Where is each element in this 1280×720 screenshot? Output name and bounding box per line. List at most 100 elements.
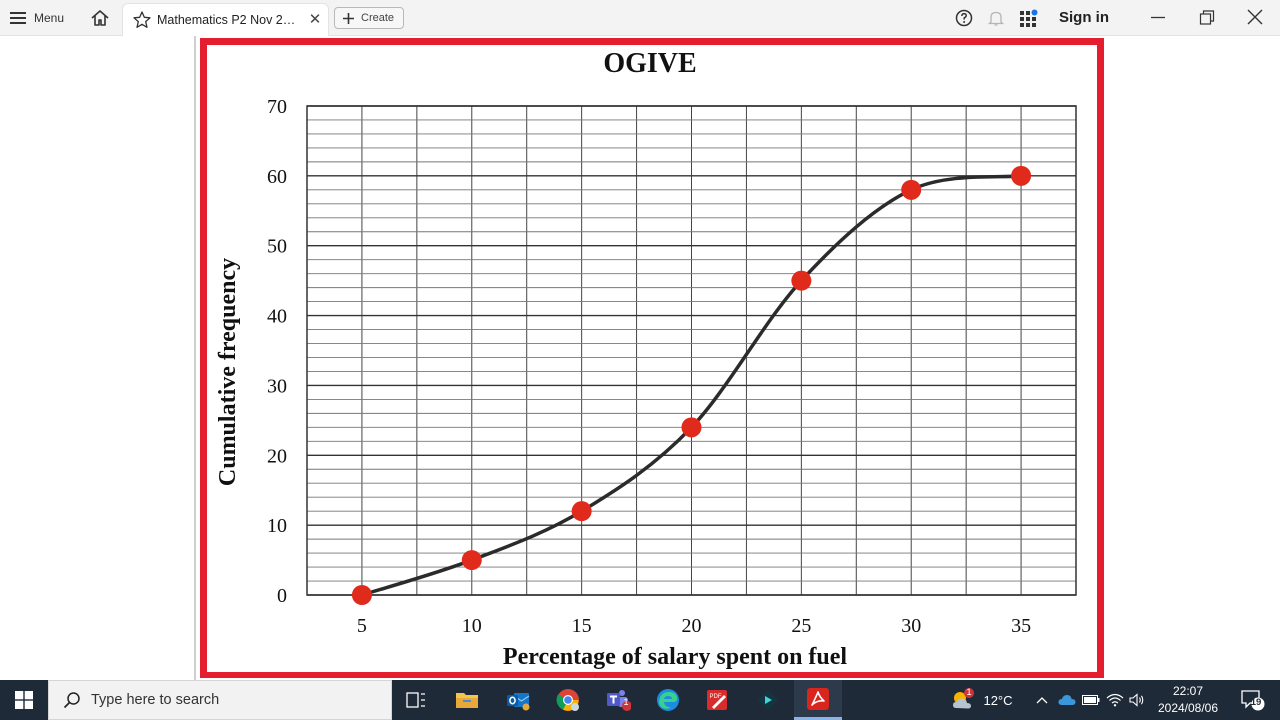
help-button[interactable] [955, 9, 973, 27]
weather-badge-count: 1 [966, 687, 972, 697]
weather-widget[interactable]: 1 [948, 680, 978, 720]
data-point [461, 550, 482, 571]
outlook-icon [507, 693, 530, 711]
sign-in-button[interactable]: Sign in [1059, 9, 1109, 26]
battery-icon [1082, 695, 1100, 705]
taskbar-app-video-editor[interactable] [744, 680, 792, 720]
chrome-icon [556, 689, 579, 711]
onedrive-tray[interactable] [1056, 680, 1078, 720]
minimize-button[interactable] [1150, 8, 1166, 28]
wifi-tray[interactable] [1104, 680, 1126, 720]
chart-grid [306, 105, 1077, 596]
highlight-frame [200, 38, 1104, 678]
taskbar-app-acrobat[interactable] [794, 680, 842, 720]
speaker-icon [1129, 693, 1144, 707]
data-point [901, 179, 922, 200]
video-editor-icon [758, 690, 778, 710]
help-icon [955, 9, 973, 27]
close-window-button[interactable] [1246, 8, 1264, 26]
wifi-icon [1106, 693, 1124, 707]
create-button[interactable]: Create [334, 7, 404, 29]
cloud-icon [1058, 695, 1076, 705]
search-placeholder: Type here to search [91, 692, 220, 708]
restore-button[interactable] [1199, 8, 1215, 28]
taskbar-app-pdf-editor[interactable]: PDF [694, 680, 742, 720]
notification-icon [1241, 690, 1265, 711]
y-tick-label: 70 [267, 96, 287, 118]
tab-title: Mathematics P2 Nov 2… [157, 13, 296, 27]
notification-center-button[interactable]: 19 [1232, 680, 1272, 720]
y-tick-label: 30 [267, 375, 287, 397]
x-tick-label: 15 [572, 615, 592, 637]
taskbar-app-teams[interactable]: 1 [594, 680, 642, 720]
taskbar-app-chrome[interactable] [544, 680, 592, 720]
data-point [351, 585, 372, 605]
data-point [571, 501, 592, 522]
windows-logo-icon [15, 691, 33, 709]
home-icon [91, 10, 109, 26]
weather-icon [953, 688, 974, 709]
apps-grid-icon [1020, 9, 1038, 27]
taskbar-app-edge[interactable] [644, 680, 692, 720]
home-button[interactable] [90, 8, 110, 28]
y-tick-label: 20 [267, 445, 287, 467]
task-view-icon [406, 692, 425, 708]
data-point [791, 270, 812, 291]
plot-border [306, 105, 1077, 596]
notifications-button[interactable] [987, 9, 1005, 27]
chevron-up-icon [1036, 697, 1048, 704]
ogive-chart: OGIVE Cumulative frequency Percentage of… [215, 48, 1077, 670]
pdf-editor-icon: PDF [707, 690, 727, 710]
clock-time: 22:07 [1172, 684, 1204, 698]
acrobat-icon [807, 687, 829, 710]
notification-count: 19 [1250, 697, 1262, 708]
close-icon [1247, 9, 1263, 25]
x-tick-label: 10 [462, 615, 482, 637]
menu-button[interactable]: Menu [10, 8, 64, 28]
weather-temperature: 12°C [983, 692, 1013, 708]
tab-close-icon[interactable]: ✕ [308, 11, 322, 28]
y-tick-label: 10 [267, 515, 287, 537]
y-tick-label: 0 [277, 585, 287, 607]
x-tick-label: 35 [1011, 615, 1031, 637]
task-view-button[interactable] [392, 680, 440, 720]
bell-icon [987, 11, 1005, 26]
show-hidden-icons-button[interactable] [1032, 680, 1052, 720]
document-page [194, 36, 1105, 680]
taskbar-search[interactable]: Type here to search [48, 680, 392, 720]
app-toolbar: Menu Mathematics P2 Nov 2… ✕ Create Sign… [0, 0, 1280, 36]
taskbar-app-file-explorer[interactable] [443, 680, 491, 720]
teams-badge-count: 1 [623, 697, 629, 707]
folder-icon [456, 693, 478, 708]
x-tick-label: 30 [901, 615, 921, 637]
taskbar-clock[interactable]: 22:07 2024/08/06 [1150, 680, 1226, 720]
teams-icon [607, 690, 631, 711]
clock-date: 2024/08/06 [1157, 701, 1219, 715]
battery-tray[interactable] [1080, 680, 1102, 720]
edge-icon [657, 689, 679, 711]
y-tick-label: 60 [267, 166, 287, 188]
document-viewer: OGIVE Cumulative frequency Percentage of… [0, 36, 1280, 680]
hamburger-icon [10, 12, 26, 24]
volume-tray[interactable] [1127, 680, 1149, 720]
y-tick-label: 50 [267, 236, 287, 258]
plus-icon [343, 12, 354, 24]
x-axis-label: Percentage of salary spent on fuel [503, 644, 848, 670]
y-axis-label: Cumulative frequency [215, 258, 241, 486]
minimize-icon [1151, 16, 1165, 19]
start-button[interactable] [0, 680, 48, 720]
apps-button[interactable] [1019, 8, 1039, 28]
menu-label: Menu [34, 11, 65, 25]
chart-title: OGIVE [603, 48, 696, 79]
star-icon[interactable] [132, 10, 152, 30]
search-icon [63, 692, 80, 709]
taskbar-app-outlook[interactable] [494, 680, 542, 720]
create-label: Create [361, 12, 395, 24]
y-tick-label: 40 [267, 306, 287, 328]
restore-icon [1199, 10, 1215, 25]
document-tab[interactable]: Mathematics P2 Nov 2… ✕ [122, 3, 329, 36]
taskbar: Type here to search 1 PDF 1 12°C [0, 680, 1280, 720]
x-tick-label: 20 [682, 615, 702, 637]
svg-text:PDF: PDF [710, 694, 722, 700]
x-tick-label: 25 [791, 615, 811, 637]
